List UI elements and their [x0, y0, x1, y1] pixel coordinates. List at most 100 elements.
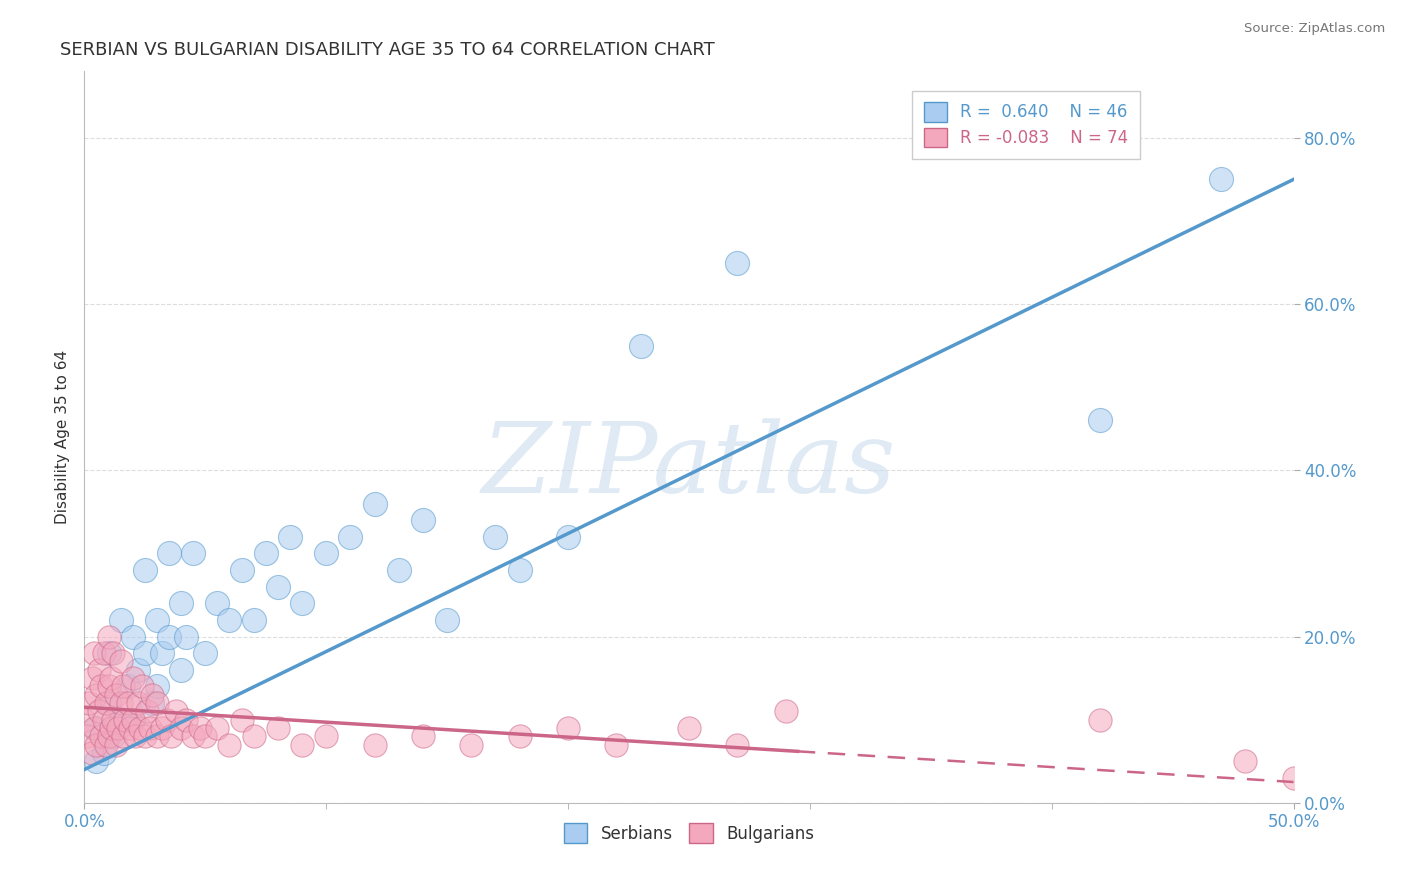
Point [150, 646, 173, 660]
Point [775, 705, 797, 719]
Point [90, 680, 112, 694]
Point [134, 729, 156, 743]
Point [117, 696, 139, 710]
Point [218, 738, 240, 752]
Point [107, 721, 129, 735]
Point [110, 696, 132, 710]
Point [121, 713, 143, 727]
Point [97, 630, 120, 644]
Point [190, 721, 212, 735]
Point [460, 738, 482, 752]
Point [678, 721, 700, 735]
Point [77, 696, 100, 710]
Point [86, 738, 108, 752]
Point [157, 630, 180, 644]
Point [605, 738, 627, 752]
Point [97, 646, 120, 660]
Point [103, 713, 125, 727]
Point [291, 596, 314, 610]
Point [278, 530, 301, 544]
Point [124, 729, 146, 743]
Point [412, 729, 434, 743]
Point [315, 546, 337, 560]
Point [121, 713, 143, 727]
Point [207, 721, 229, 735]
Point [155, 713, 177, 727]
Point [1088, 413, 1111, 427]
Point [267, 580, 290, 594]
Point [630, 338, 652, 352]
Point [509, 729, 531, 743]
Point [315, 729, 337, 743]
Point [170, 663, 193, 677]
Point [194, 646, 217, 660]
Point [291, 738, 314, 752]
Point [90, 729, 112, 743]
Text: SERBIAN VS BULGARIAN DISABILITY AGE 35 TO 64 CORRELATION CHART: SERBIAN VS BULGARIAN DISABILITY AGE 35 T… [60, 41, 714, 59]
Point [231, 563, 253, 577]
Point [1234, 754, 1257, 768]
Point [110, 613, 132, 627]
Point [218, 613, 240, 627]
Point [83, 646, 105, 660]
Point [160, 729, 183, 743]
Point [170, 596, 193, 610]
Point [242, 729, 264, 743]
Point [94, 696, 117, 710]
Point [76, 729, 98, 743]
Point [174, 630, 197, 644]
Point [86, 721, 108, 735]
Point [138, 721, 160, 735]
Point [73, 713, 96, 727]
Point [436, 613, 458, 627]
Text: Source: ZipAtlas.com: Source: ZipAtlas.com [1244, 22, 1385, 36]
Point [131, 680, 153, 694]
Point [86, 754, 108, 768]
Point [129, 721, 152, 735]
Point [150, 721, 173, 735]
Point [725, 738, 748, 752]
Point [134, 563, 156, 577]
Point [103, 729, 125, 743]
Y-axis label: Disability Age 35 to 64: Disability Age 35 to 64 [55, 350, 70, 524]
Point [557, 530, 579, 544]
Point [93, 646, 115, 660]
Point [484, 530, 506, 544]
Point [97, 680, 120, 694]
Point [231, 713, 253, 727]
Point [103, 646, 125, 660]
Point [181, 546, 204, 560]
Point [254, 546, 277, 560]
Point [100, 671, 122, 685]
Point [1282, 771, 1305, 785]
Point [134, 646, 156, 660]
Point [121, 630, 143, 644]
Point [120, 721, 142, 735]
Point [165, 705, 187, 719]
Point [83, 721, 105, 735]
Point [112, 729, 135, 743]
Point [170, 721, 193, 735]
Point [207, 596, 229, 610]
Point [725, 255, 748, 269]
Point [363, 738, 385, 752]
Point [87, 705, 110, 719]
Point [136, 705, 159, 719]
Point [557, 721, 579, 735]
Point [146, 680, 169, 694]
Point [267, 721, 290, 735]
Point [80, 671, 103, 685]
Point [97, 696, 120, 710]
Point [117, 680, 139, 694]
Point [146, 696, 169, 710]
Point [339, 530, 361, 544]
Point [1209, 172, 1232, 186]
Legend: Serbians, Bulgarians: Serbians, Bulgarians [557, 817, 821, 849]
Point [141, 696, 163, 710]
Point [112, 680, 135, 694]
Point [194, 729, 217, 743]
Point [127, 663, 149, 677]
Point [110, 713, 132, 727]
Point [146, 613, 169, 627]
Point [110, 655, 132, 669]
